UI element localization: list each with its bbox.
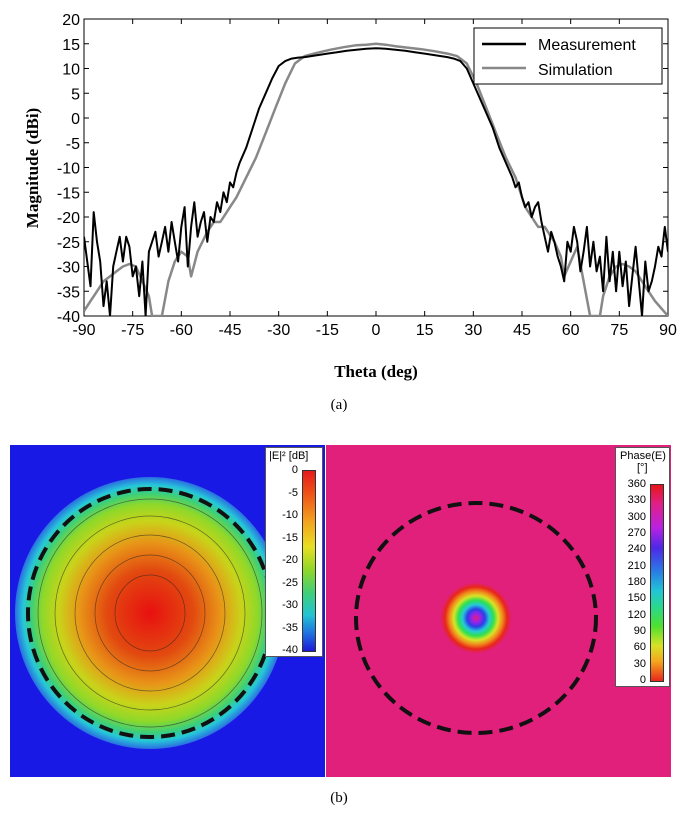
colorbar-tick-label: 210 — [627, 559, 646, 572]
colorbar-tick-label: 360 — [627, 478, 646, 490]
colorbar-tick-label: -25 — [282, 576, 298, 589]
magnitude-colorbar-strip — [302, 470, 316, 652]
colorbar-tick-label: -10 — [282, 509, 298, 521]
y-axis: 20 15 10 5 0 -5 -10 -15 -20 -25 -30 -35 -40 — [57, 12, 668, 326]
colorbar-tick-label: 0 — [639, 674, 646, 686]
colorbar-tick-label: 120 — [627, 608, 646, 621]
colorbar-tick-label: -20 — [282, 554, 298, 566]
colorbar-tick-label: 300 — [627, 510, 646, 523]
caption-a: (a) — [330, 397, 348, 413]
aperture-boundary — [354, 501, 598, 735]
field-contour — [94, 554, 206, 672]
caption-b: (b) — [330, 790, 348, 806]
magnitude-colorbar: |E|² [dB] 0 -5 -10 -15 -20 -25 -30 -35 -40 — [265, 447, 323, 657]
legend-label-measurement: Measurement — [538, 37, 636, 54]
colorbar-tick-label: 30 — [633, 657, 646, 670]
phase-colorbar-unit: [°] — [637, 462, 648, 474]
magnitude-colorbar-title: |E|² [dB] — [269, 450, 309, 462]
x-tick-label: -45 — [218, 322, 241, 339]
phase-colorbar-title: Phase(E) — [620, 450, 666, 462]
colorbar-tick-label: -40 — [282, 644, 298, 656]
series-line-measurement — [84, 47, 668, 316]
series-line-simulation — [84, 42, 668, 316]
y-tick-label: -40 — [57, 309, 80, 326]
colorbar-tick-label: -5 — [288, 486, 298, 499]
legend: Measurement Simulation — [473, 27, 663, 85]
y-tick-label: -10 — [57, 161, 80, 178]
field-contour — [114, 574, 186, 652]
field-contour — [37, 498, 263, 728]
colorbar-tick-label: -15 — [282, 531, 298, 544]
x-tick-label: 30 — [464, 322, 482, 339]
x-tick-label: 0 — [372, 322, 381, 339]
y-tick-label: 0 — [71, 111, 80, 128]
colorbar-tick-label: 180 — [627, 576, 646, 588]
y-tick-label: -15 — [57, 185, 80, 202]
x-tick-label: 90 — [659, 322, 677, 339]
field-contour — [54, 515, 246, 711]
y-tick-label: 5 — [71, 86, 80, 103]
x-tick-label: -15 — [316, 322, 339, 339]
field-phase-heatmap — [326, 445, 671, 777]
x-tick-label: 60 — [562, 322, 580, 339]
y-tick-label: -35 — [57, 284, 80, 301]
colorbar-tick-label: -35 — [282, 621, 298, 634]
field-contour — [74, 534, 226, 692]
magnitude-line-chart: 20 15 10 5 0 -5 -10 -15 -20 -25 -30 -35 -40 -90 -75 -6… — [23, 12, 677, 381]
field-spot — [15, 477, 285, 749]
colorbar-tick-label: -30 — [282, 599, 298, 611]
x-tick-label: -75 — [121, 322, 144, 339]
x-tick-label: -30 — [267, 322, 290, 339]
x-axis: -90 -75 -60 -45 -30 -15 0 15 30 45 60 75 90 — [72, 19, 677, 339]
y-tick-label: 10 — [62, 62, 80, 79]
field-phase-map: Phase(E) [°] 360 330 300 270 240 210 180 150 120… — [326, 445, 671, 777]
colorbar-tick-label: 150 — [627, 592, 646, 605]
legend-label-simulation: Simulation — [538, 62, 613, 79]
y-axis-label: Magnitude (dBi) — [23, 108, 42, 228]
y-tick-label: -25 — [57, 235, 80, 252]
y-tick-label: -30 — [57, 260, 80, 277]
colorbar-tick-label: 0 — [291, 464, 298, 476]
y-tick-label: 15 — [62, 37, 80, 54]
colorbar-tick-label: 270 — [627, 527, 646, 539]
y-tick-label: -20 — [57, 210, 80, 227]
x-axis-label: Theta (deg) — [334, 362, 418, 381]
x-tick-label: 75 — [610, 322, 628, 339]
colorbar-tick-label: 90 — [633, 625, 646, 637]
x-tick-label: 15 — [416, 322, 434, 339]
colorbar-tick-label: 60 — [633, 641, 646, 654]
phase-colorbar-strip — [650, 484, 664, 682]
phase-background — [326, 445, 671, 777]
colorbar-tick-label: 330 — [627, 494, 646, 507]
field-magnitude-map: |E|² [dB] 0 -5 -10 -15 -20 -25 -30 -35 -40 — [10, 445, 325, 777]
y-tick-label: -5 — [66, 136, 80, 153]
x-tick-label: -60 — [170, 322, 193, 339]
x-tick-label: 45 — [513, 322, 531, 339]
y-tick-label: 20 — [62, 12, 80, 29]
series-layer — [84, 42, 668, 316]
phase-colorbar: Phase(E) [°] 360 330 300 270 240 210 180 150 120… — [615, 447, 670, 687]
colorbar-tick-label: 240 — [627, 543, 646, 556]
x-tick-label: -90 — [72, 322, 95, 339]
